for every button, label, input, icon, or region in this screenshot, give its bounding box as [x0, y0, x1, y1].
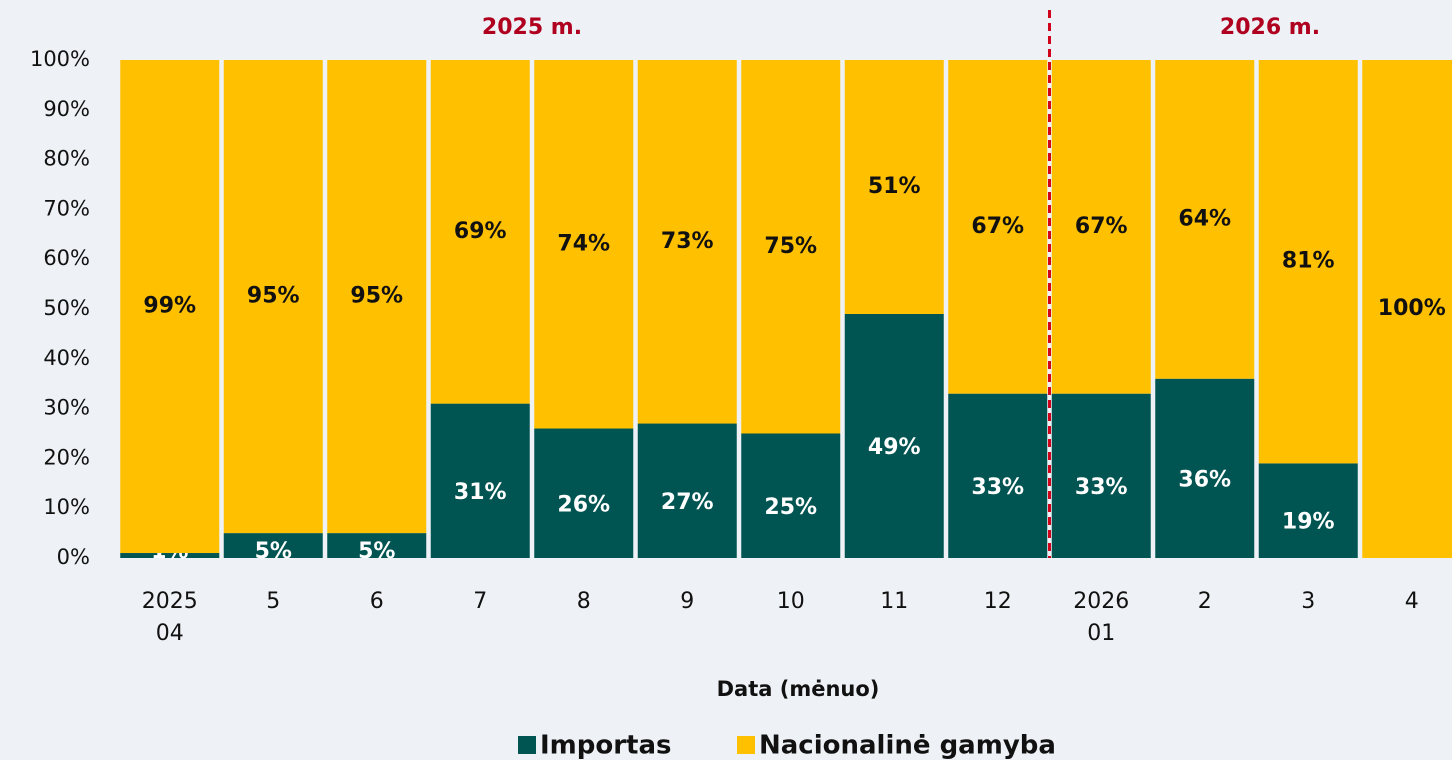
- y-tick-label: 40%: [43, 346, 90, 370]
- y-tick-label: 70%: [43, 196, 90, 220]
- data-label: 19%: [1282, 510, 1335, 535]
- x-tick-label: 3: [1301, 589, 1316, 614]
- data-label: 95%: [350, 284, 403, 309]
- data-label: 100%: [1378, 296, 1446, 321]
- y-tick-label: 100%: [30, 47, 90, 71]
- data-label: 49%: [868, 435, 921, 460]
- x-tick-label: 2026 01: [1073, 589, 1130, 646]
- data-label: 33%: [1075, 475, 1128, 500]
- y-tick-label: 50%: [43, 296, 90, 320]
- bar-segment: [327, 60, 427, 534]
- data-label: 75%: [764, 234, 817, 259]
- x-axis-label: Data (mėnuo): [717, 677, 880, 701]
- bar-segment: [741, 433, 841, 558]
- data-label: 51%: [868, 174, 921, 199]
- x-tick-label: 8: [576, 589, 591, 614]
- data-label: 69%: [454, 219, 507, 244]
- x-tick-label: 12: [983, 589, 1012, 614]
- data-label: 99%: [143, 294, 196, 319]
- x-tick-label: 7: [473, 589, 488, 614]
- data-label: 74%: [557, 231, 610, 256]
- data-label: 36%: [1178, 467, 1231, 492]
- bar-segment: [534, 428, 634, 558]
- legend-swatch: [518, 736, 536, 754]
- bar-segment: [1155, 378, 1255, 558]
- period-label: 2025 m.: [482, 15, 582, 40]
- bar-segment: [1258, 463, 1358, 558]
- bar-segment: [948, 60, 1048, 394]
- x-tick-label: 10: [776, 589, 805, 614]
- bar-segment: [741, 60, 841, 434]
- bar-segment: [223, 533, 323, 558]
- data-label: 33%: [971, 475, 1024, 500]
- bar-segment: [1362, 60, 1452, 558]
- y-tick-label: 80%: [43, 147, 90, 171]
- data-label: 67%: [971, 214, 1024, 239]
- bar-segment: [1258, 60, 1358, 464]
- bar-segment: [844, 60, 944, 314]
- x-tick-label: 4: [1404, 589, 1419, 614]
- data-label: 64%: [1178, 206, 1231, 231]
- bar-segment: [1155, 60, 1255, 379]
- y-tick-label: 30%: [43, 396, 90, 420]
- bar-segment: [1051, 60, 1151, 394]
- bar-segment: [637, 60, 737, 424]
- legend-label: Nacionalinė gamyba: [759, 731, 1056, 760]
- bar-segment: [120, 553, 220, 558]
- bar-segment: [948, 393, 1048, 558]
- x-tick-label: 6: [369, 589, 384, 614]
- bar-segment: [844, 313, 944, 558]
- data-label: 5%: [358, 539, 395, 564]
- bar-segment: [430, 403, 530, 558]
- legend-swatch: [737, 736, 755, 754]
- x-tick-label: 2025 04: [141, 589, 198, 646]
- y-tick-label: 10%: [43, 495, 90, 519]
- legend-label: Importas: [540, 731, 672, 760]
- data-label: 27%: [661, 490, 714, 515]
- data-label: 73%: [661, 229, 714, 254]
- bar-segment: [327, 533, 427, 558]
- bar-segment: [223, 60, 323, 534]
- y-tick-label: 0%: [57, 545, 90, 569]
- data-label: 25%: [764, 495, 817, 520]
- x-tick-label: 9: [680, 589, 695, 614]
- data-label: 5%: [255, 539, 292, 564]
- x-tick-label: 2: [1197, 589, 1212, 614]
- y-tick-label: 90%: [43, 97, 90, 121]
- y-tick-label: 20%: [43, 445, 90, 469]
- x-tick-label: 11: [880, 589, 909, 614]
- bar-segment: [430, 60, 530, 404]
- data-label: 26%: [557, 492, 610, 517]
- bar-segment: [120, 60, 220, 554]
- bar-segment: [637, 423, 737, 558]
- bar-segment: [534, 60, 634, 429]
- data-label: 31%: [454, 480, 507, 505]
- data-label: 81%: [1282, 249, 1335, 274]
- y-tick-label: 60%: [43, 246, 90, 270]
- x-tick-label: 5: [266, 589, 281, 614]
- bar-segment: [1051, 393, 1151, 558]
- data-label: 95%: [247, 284, 300, 309]
- period-label: 2026 m.: [1220, 15, 1320, 40]
- data-label: 67%: [1075, 214, 1128, 239]
